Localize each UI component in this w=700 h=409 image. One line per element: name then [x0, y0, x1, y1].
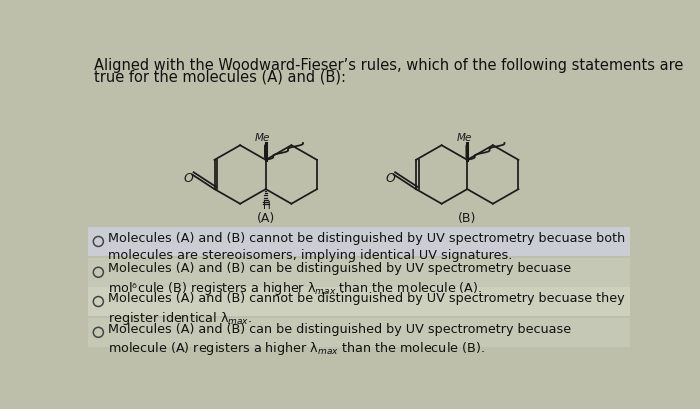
Text: O: O	[385, 171, 395, 184]
Text: Aligned with the Woodward-Fieser’s rules, which of the following statements are: Aligned with the Woodward-Fieser’s rules…	[94, 58, 683, 73]
Text: true for the molecules (A) and (B):: true for the molecules (A) and (B):	[94, 70, 346, 85]
Text: H: H	[262, 200, 270, 210]
Text: Molecules (A) and (B) cannot be distinguished by UV spectrometry becuase they
re: Molecules (A) and (B) cannot be distingu…	[108, 291, 624, 326]
Text: Molecules (A) and (B) cannot be distinguished by UV spectrometry becuase both
mo: Molecules (A) and (B) cannot be distingu…	[108, 231, 625, 261]
Text: Molecules (A) and (B) can be distinguished by UV spectrometry becuase
molecule (: Molecules (A) and (B) can be distinguish…	[108, 322, 570, 357]
Text: Me: Me	[255, 133, 270, 142]
Text: Molecules (A) and (B) can be distinguished by UV spectrometry becuase
molᶞcule (: Molecules (A) and (B) can be distinguish…	[108, 262, 570, 297]
Text: Me: Me	[456, 133, 472, 142]
Bar	[88, 318, 630, 347]
Bar	[88, 258, 630, 287]
Text: (B): (B)	[458, 211, 477, 224]
Text: (A): (A)	[257, 211, 275, 224]
Bar	[88, 227, 630, 256]
Text: O: O	[183, 171, 193, 184]
Bar	[88, 287, 630, 317]
